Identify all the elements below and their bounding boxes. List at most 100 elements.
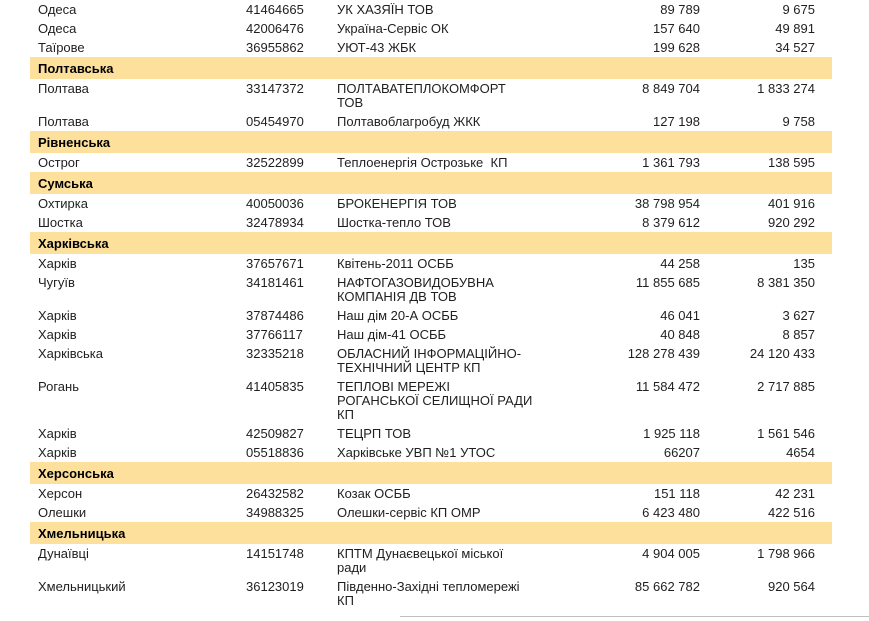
value1-cell: 8 379 612: [642, 214, 700, 230]
code-cell: 37874486: [246, 307, 304, 323]
city-cell: Олешки: [38, 504, 87, 520]
value1-cell: 127 198: [653, 113, 700, 129]
table-row: Хмельницький 36123019 Південно-Західні т…: [30, 577, 832, 610]
bottom-rule: [400, 616, 869, 617]
value2-cell: 138 595: [768, 154, 815, 170]
code-cell: 26432582: [246, 485, 304, 501]
table-row: Херсон 26432582 Козак ОСББ 151 118 42 23…: [30, 484, 832, 503]
value1-cell: 89 789: [660, 1, 700, 17]
table-row: Харківська 32335218 ОБЛАСНИЙ ІНФОРМАЦІЙН…: [30, 344, 832, 377]
name-cell: ТЕПЛОВІ МЕРЕЖІ РОГАНСЬКОЇ СЕЛИЩНОЇ РАДИ КП: [337, 378, 595, 422]
name-line: ради: [337, 559, 367, 575]
value2-cell: 42 231: [775, 485, 815, 501]
city-cell: Одеса: [38, 20, 77, 36]
name-line: КОМПАНІЯ ДВ ТОВ: [337, 288, 457, 304]
region-header-row: Харківська: [30, 232, 832, 254]
name-line: Наш дім-41 ОСББ: [337, 326, 447, 342]
region-label: Сумська: [38, 175, 93, 191]
report-table: Одеса 41464665 УК ХАЗЯЇН ТОВ 89 789 9 67…: [30, 0, 832, 610]
name-line: КП: [337, 592, 354, 608]
region-header-row: Хмельницька: [30, 522, 832, 544]
city-cell: Херсон: [38, 485, 83, 501]
value2-cell: 422 516: [768, 504, 815, 520]
name-line: Квітень-2011 ОСББ: [337, 255, 454, 271]
value2-cell: 135: [793, 255, 815, 271]
name-line: ТЕХНІЧНИЙ ЦЕНТР КП: [337, 359, 481, 375]
name-line: УЮТ-43 ЖБК: [337, 39, 417, 55]
region-header-row: Полтавська: [30, 57, 832, 79]
code-cell: 34181461: [246, 274, 304, 290]
value2-cell: 1 561 546: [757, 425, 815, 441]
name-cell: Полтавоблагробуд ЖКК: [337, 113, 595, 129]
code-cell: 36955862: [246, 39, 304, 55]
value1-cell: 11 855 685: [635, 274, 700, 290]
code-cell: 40050036: [246, 195, 304, 211]
code-cell: 42509827: [246, 425, 304, 441]
region-label: Рівненська: [38, 134, 111, 150]
name-cell: ОБЛАСНИЙ ІНФОРМАЦІЙНО- ТЕХНІЧНИЙ ЦЕНТР КП: [337, 345, 595, 375]
code-cell: 33147372: [246, 80, 304, 96]
city-cell: Полтава: [38, 113, 89, 129]
city-cell: Шостка: [38, 214, 83, 230]
name-line: Теплоенергія Острозьке КП: [337, 154, 508, 170]
table-row: Одеса 42006476 Україна-Сервіс ОК 157 640…: [30, 19, 832, 38]
value2-cell: 9 758: [782, 113, 815, 129]
value1-cell: 6 423 480: [642, 504, 700, 520]
city-cell: Дунаївці: [38, 545, 89, 561]
region-label: Полтавська: [38, 60, 114, 76]
table-row: Одеса 41464665 УК ХАЗЯЇН ТОВ 89 789 9 67…: [30, 0, 832, 19]
name-line: Олешки-сервіс КП ОМР: [337, 504, 481, 520]
city-cell: Харків: [38, 307, 77, 323]
table-row: Таїрове 36955862 УЮТ-43 ЖБК 199 628 34 5…: [30, 38, 832, 57]
code-cell: 37657671: [246, 255, 304, 271]
code-cell: 05518836: [246, 444, 304, 460]
name-line: Полтавоблагробуд ЖКК: [337, 113, 481, 129]
name-line: ТЕПЛОВІ МЕРЕЖІ: [337, 378, 450, 394]
value1-cell: 157 640: [653, 20, 700, 36]
name-cell: Південно-Західні тепломережі КП: [337, 579, 595, 608]
name-cell: Україна-Сервіс ОК: [337, 21, 595, 36]
value2-cell: 8 857: [782, 326, 815, 342]
code-cell: 41464665: [246, 1, 304, 17]
value1-cell: 44 258: [660, 255, 700, 271]
code-cell: 36123019: [246, 578, 304, 594]
code-cell: 14151748: [246, 545, 304, 561]
table-row: Шостка 32478934 Шостка-тепло ТОВ 8 379 6…: [30, 213, 832, 232]
name-cell: БРОКЕНЕРГІЯ ТОВ: [337, 196, 595, 211]
city-cell: Таїрове: [38, 39, 85, 55]
name-cell: Харківське УВП №1 УТОС: [337, 444, 595, 460]
value1-cell: 4 904 005: [642, 545, 700, 561]
city-cell: Харків: [38, 255, 77, 271]
value2-cell: 401 916: [768, 195, 815, 211]
value1-cell: 46 041: [660, 307, 700, 323]
table-row: Полтава 05454970 Полтавоблагробуд ЖКК 12…: [30, 112, 832, 131]
code-cell: 05454970: [246, 113, 304, 129]
value1-cell: 85 662 782: [634, 578, 700, 594]
code-cell: 32522899: [246, 154, 304, 170]
table-row: Чугуїв 34181461 НАФТОГАЗОВИДОБУВНА КОМПАН…: [30, 273, 832, 306]
city-cell: Чугуїв: [38, 274, 75, 290]
value1-cell: 38 798 954: [634, 195, 700, 211]
table-row: Харків 37766117 Наш дім-41 ОСББ 40 848 8…: [30, 325, 832, 344]
region-label: Херсонська: [38, 465, 114, 481]
value2-cell: 1 833 274: [757, 80, 815, 96]
value2-cell: 49 891: [775, 20, 815, 36]
table-row: Олешки 34988325 Олешки-сервіс КП ОМР 6 4…: [30, 503, 832, 522]
value2-cell: 8 381 350: [757, 274, 815, 290]
table-row: Дунаївці 14151748 КПТМ Дунаєвецької місь…: [30, 544, 832, 577]
name-line: РОГАНСЬКОЇ СЕЛИЩНОЇ РАДИ: [337, 392, 533, 408]
name-cell: Шостка-тепло ТОВ: [337, 215, 595, 230]
code-cell: 41405835: [246, 378, 304, 394]
value1-cell: 151 118: [653, 485, 700, 501]
name-line: ПОЛТАВАТЕПЛОКОМФОРТ: [337, 80, 506, 96]
region-header-row: Рівненська: [30, 131, 832, 153]
name-line: Харківське УВП №1 УТОС: [337, 444, 496, 460]
name-line: ТЕЦРП ТОВ: [337, 425, 411, 441]
name-cell: Наш дім-41 ОСББ: [337, 326, 595, 342]
name-line: ОБЛАСНИЙ ІНФОРМАЦІЙНО-: [337, 345, 522, 361]
name-cell: ПОЛТАВАТЕПЛОКОМФОРТ ТОВ: [337, 80, 595, 110]
table-row: Харків 37657671 Квітень-2011 ОСББ 44 258…: [30, 254, 832, 273]
city-cell: Хмельницький: [38, 578, 126, 594]
table-row: Харків 42509827 ТЕЦРП ТОВ 1 925 118 1 56…: [30, 424, 832, 443]
